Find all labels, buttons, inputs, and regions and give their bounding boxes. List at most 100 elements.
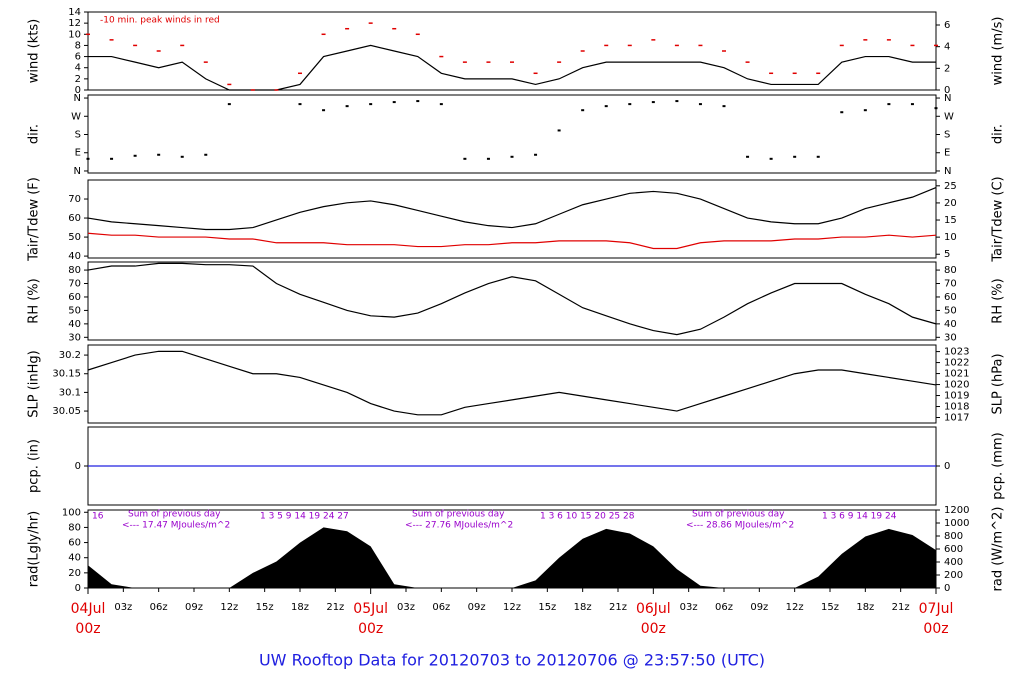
day-hour-label: 00z <box>641 621 666 637</box>
y-tick-label: 30.2 <box>59 350 81 361</box>
y2-tick-label: S <box>944 130 950 141</box>
y2-tick-label: 1020 <box>944 380 969 391</box>
y2-tick-label: 0 <box>944 583 950 594</box>
series-line <box>87 262 937 336</box>
y-axis-label: dir. <box>27 124 42 144</box>
annotation: <--- 28.86 MJoules/m^2 <box>686 521 794 531</box>
dir-point <box>534 153 538 156</box>
dir-point <box>345 105 349 108</box>
dir-point <box>86 157 90 160</box>
x-tick-label: 21z <box>609 602 627 613</box>
x-tick-label: 09z <box>750 602 768 613</box>
y-tick-label: 20 <box>68 568 81 579</box>
y-tick-label: 40 <box>68 553 81 564</box>
day-label: 06Jul <box>636 601 671 617</box>
y2-tick-label: 6 <box>944 20 950 31</box>
y2-axis-label: SLP (hPa) <box>991 353 1006 414</box>
annotation: 1 3 5 9 14 19 24 27 <box>260 512 349 522</box>
y2-tick-label: 2 <box>944 63 950 74</box>
series-line <box>87 187 937 231</box>
series-area <box>88 527 936 588</box>
x-tick-label: 18z <box>574 602 592 613</box>
y2-axis-label: wind (m/s) <box>991 17 1006 86</box>
y-tick-label: 70 <box>68 194 81 205</box>
day-hour-label: 00z <box>923 621 948 637</box>
y2-tick-label: 80 <box>944 265 957 276</box>
y-tick-label: 4 <box>75 63 81 74</box>
dir-point <box>439 103 443 106</box>
dir-point <box>840 111 844 114</box>
x-tick-label: 18z <box>291 602 309 613</box>
series-line <box>88 44 936 91</box>
y2-tick-label: 0 <box>944 85 950 96</box>
y-axis-label: Tair/Tdew (F) <box>27 177 42 262</box>
x-tick-label: 21z <box>326 602 344 613</box>
y-tick-label: W <box>71 111 81 122</box>
dir-point <box>322 109 326 112</box>
y2-tick-label: 70 <box>944 279 957 290</box>
x-tick-label: 03z <box>114 602 132 613</box>
y-tick-label: 6 <box>75 52 81 63</box>
x-tick-label: 21z <box>892 602 910 613</box>
y2-tick-label: 25 <box>944 181 957 192</box>
dir-point <box>910 103 914 106</box>
dir-point <box>298 103 302 106</box>
y2-tick-label: 1018 <box>944 402 969 413</box>
y-tick-label: 40 <box>68 251 81 262</box>
dir-point <box>581 109 585 112</box>
dir-point <box>887 103 891 106</box>
dir-point <box>557 129 561 132</box>
y2-tick-label: 15 <box>944 215 957 226</box>
dir-point <box>416 100 420 103</box>
dir-point <box>604 105 608 108</box>
y-tick-label: 70 <box>68 279 81 290</box>
y-tick-label: 50 <box>68 305 81 316</box>
x-tick-label: 03z <box>680 602 698 613</box>
x-tick-label: 15z <box>538 602 556 613</box>
day-hour-label: 00z <box>358 621 383 637</box>
annotation: <--- 27.76 MJoules/m^2 <box>405 521 513 531</box>
y2-tick-label: 1021 <box>944 369 969 380</box>
y-tick-label: 30.05 <box>52 406 81 417</box>
y-tick-label: 60 <box>68 538 81 549</box>
annotation: 1 3 6 10 15 20 25 28 <box>540 512 635 522</box>
y2-axis-label: rad (W/m^2) <box>991 507 1006 592</box>
y2-tick-label: 50 <box>944 305 957 316</box>
series-line <box>87 232 937 250</box>
dir-point <box>486 157 490 160</box>
dir-point <box>110 157 114 160</box>
dir-point <box>204 153 208 156</box>
y2-tick-label: 40 <box>944 319 957 330</box>
annotation: Sum of previous day <box>412 510 505 520</box>
dir-point <box>133 154 137 157</box>
annotation: -10 min. peak winds in red <box>100 16 220 26</box>
dir-point <box>463 157 467 160</box>
x-tick-label: 03z <box>397 602 415 613</box>
y-tick-label: E <box>75 148 81 159</box>
dir-point <box>227 103 231 106</box>
dir-point <box>863 109 867 112</box>
y-tick-label: 2 <box>75 74 81 85</box>
y-tick-label: 50 <box>68 232 81 243</box>
x-tick-label: 15z <box>821 602 839 613</box>
dir-point <box>369 103 373 106</box>
y2-tick-label: N <box>944 93 951 104</box>
y2-tick-label: 800 <box>944 531 963 542</box>
y-axis-label: SLP (inHg) <box>27 350 42 418</box>
dir-point <box>793 155 797 158</box>
chart-title: UW Rooftop Data for 20120703 to 20120706… <box>259 651 765 670</box>
annotation: Sum of previous day <box>128 510 221 520</box>
day-label: 07Jul <box>919 601 954 617</box>
y-tick-label: 30 <box>68 332 81 343</box>
dir-point <box>510 155 514 158</box>
x-tick-label: 18z <box>856 602 874 613</box>
panel-frame <box>87 94 937 174</box>
y2-tick-label: 20 <box>944 198 957 209</box>
y-tick-label: 12 <box>68 18 81 29</box>
y2-tick-label: 10 <box>944 232 957 243</box>
y-tick-label: N <box>74 93 81 104</box>
dir-point <box>628 103 632 106</box>
panel-frame <box>87 261 937 341</box>
x-tick-label: 12z <box>503 602 521 613</box>
